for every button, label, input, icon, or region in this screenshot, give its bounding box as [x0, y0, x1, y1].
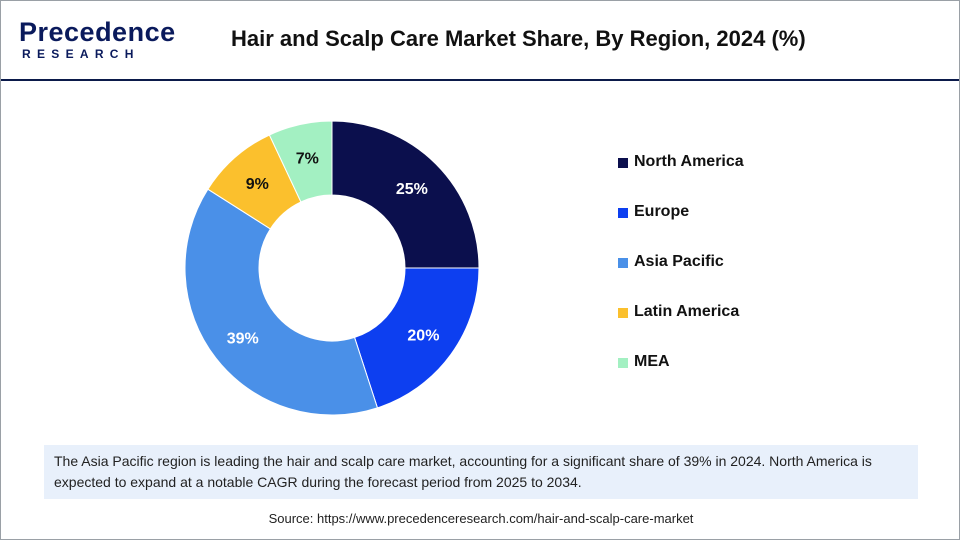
- brand-logo: Precedence RESEARCH: [19, 17, 175, 65]
- legend-item-europe: Europe: [618, 197, 838, 247]
- slice-label-north-america: 25%: [396, 181, 428, 198]
- slice-label-mea: 7%: [296, 151, 319, 168]
- legend-item-mea: MEA: [618, 347, 838, 397]
- legend-label-europe: Europe: [634, 203, 690, 220]
- legend-swatch-asia-pacific: [618, 258, 628, 268]
- donut-slice-north-america: [331, 120, 480, 269]
- legend-item-asia-pacific: Asia Pacific: [618, 247, 838, 297]
- chart-title: Hair and Scalp Care Market Share, By Reg…: [231, 26, 806, 51]
- donut-slices: [184, 120, 480, 416]
- logo-wordmark: Precedence: [19, 17, 176, 47]
- legend-swatch-north-america: [618, 158, 628, 168]
- logo-subtitle: RESEARCH: [22, 47, 140, 61]
- slice-label-latin-america: 9%: [246, 176, 269, 193]
- donut-chart: 25% 20% 39% 9% 7%: [184, 120, 480, 416]
- legend-item-latin-america: Latin America: [618, 297, 838, 347]
- source-citation: Source: https://www.precedenceresearch.c…: [268, 511, 694, 526]
- legend-label-mea: MEA: [634, 353, 670, 370]
- donut-slice-mea: [268, 120, 333, 203]
- legend-swatch-latin-america: [618, 308, 628, 318]
- summary-note: The Asia Pacific region is leading the h…: [44, 445, 918, 499]
- donut-slice-europe: [353, 267, 480, 409]
- legend-label-asia-pacific: Asia Pacific: [634, 253, 724, 270]
- slice-label-europe: 20%: [407, 327, 439, 344]
- donut-slice-labels: 25% 20% 39% 9% 7%: [227, 151, 440, 348]
- legend-label-north-america: North America: [634, 153, 744, 170]
- legend-item-north-america: North America: [618, 147, 838, 197]
- legend-label-latin-america: Latin America: [634, 303, 740, 320]
- chart-legend: North America Europe Asia Pacific Latin Ame…: [618, 147, 838, 397]
- slice-label-asia-pacific: 39%: [227, 330, 259, 347]
- donut-slice-asia-pacific: [184, 188, 379, 416]
- legend-swatch-europe: [618, 208, 628, 218]
- legend-swatch-mea: [618, 358, 628, 368]
- header: Precedence RESEARCH Hair and Scalp Care …: [1, 1, 959, 81]
